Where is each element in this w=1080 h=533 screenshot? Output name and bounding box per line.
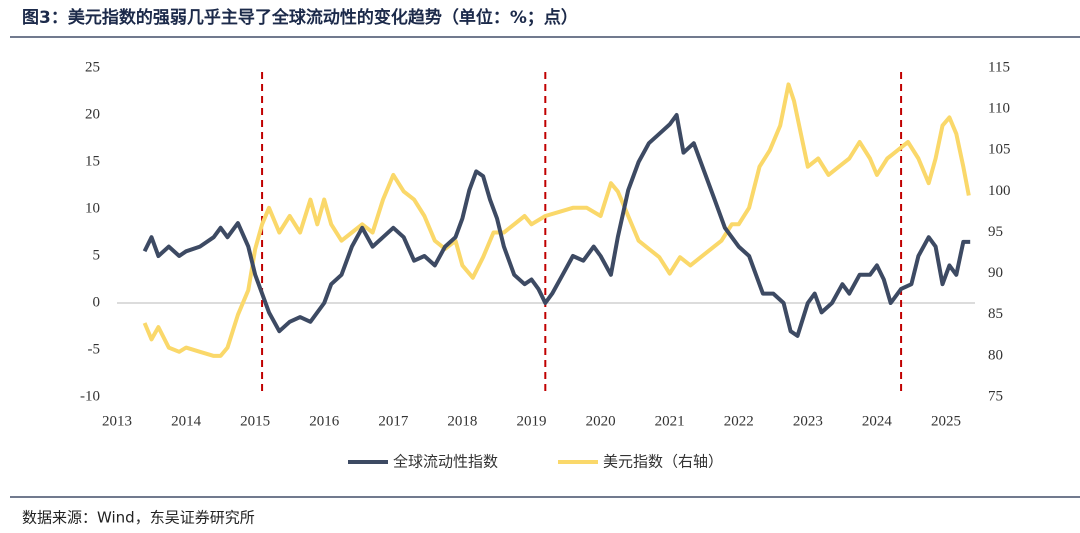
y-tick-label: 20 (85, 106, 100, 122)
y2-tick-label: 110 (988, 101, 1010, 117)
x-tick-label: 2020 (586, 413, 616, 429)
y-tick-label: 0 (93, 294, 101, 310)
x-tick-label: 2013 (102, 413, 132, 429)
y-tick-label: 15 (85, 153, 100, 169)
x-tick-label: 2023 (793, 413, 823, 429)
series-line (142, 113, 971, 338)
x-tick-label: 2016 (309, 413, 340, 429)
x-tick-label: 2025 (931, 413, 961, 429)
y2-tick-label: 75 (988, 388, 1003, 404)
y-tick-label: 25 (85, 59, 100, 75)
x-tick-label: 2018 (447, 413, 477, 429)
y2-tick-label: 95 (988, 224, 1003, 240)
y-tick-label: -5 (88, 341, 101, 357)
y2-tick-label: 85 (988, 306, 1003, 322)
x-tick-label: 2024 (862, 413, 893, 429)
y2-tick-label: 90 (988, 265, 1003, 281)
x-tick-label: 2019 (516, 413, 546, 429)
x-tick-label: 2014 (171, 413, 202, 429)
source-note: 数据来源：Wind，东吴证券研究所 (22, 509, 255, 527)
chart-title: 图3：美元指数的强弱几乎主导了全球流动性的变化趋势（单位：%；点） (22, 7, 578, 28)
y-tick-label: -10 (80, 388, 100, 404)
x-tick-label: 2015 (240, 413, 270, 429)
legend-label: 全球流动性指数 (393, 453, 498, 471)
y2-tick-label: 100 (988, 183, 1011, 199)
y-tick-label: 10 (85, 200, 100, 216)
series-line (142, 82, 971, 358)
y2-tick-label: 105 (988, 142, 1011, 158)
x-tick-label: 2017 (378, 413, 409, 429)
x-tick-label: 2022 (724, 413, 754, 429)
y2-tick-label: 80 (988, 347, 1003, 363)
y-tick-label: 5 (93, 247, 101, 263)
x-tick-label: 2021 (655, 413, 685, 429)
y2-tick-label: 115 (988, 59, 1010, 75)
legend-label: 美元指数（右轴） (603, 453, 723, 471)
